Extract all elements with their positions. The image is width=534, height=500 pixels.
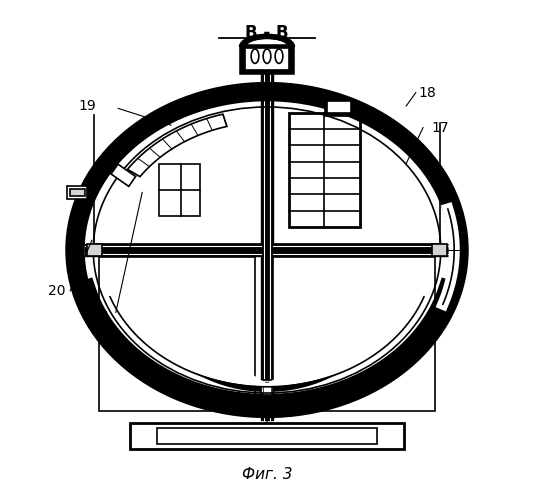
Bar — [99, 257, 255, 411]
Bar — [159, 164, 200, 216]
Bar — [288, 112, 359, 227]
Bar — [273, 257, 435, 411]
Ellipse shape — [75, 92, 459, 408]
Ellipse shape — [251, 49, 259, 64]
Polygon shape — [107, 285, 427, 386]
Bar — [327, 101, 351, 113]
Bar — [261, 380, 273, 399]
Ellipse shape — [275, 49, 283, 64]
Bar — [241, 47, 293, 72]
Polygon shape — [84, 244, 261, 256]
Polygon shape — [273, 244, 450, 256]
Bar — [130, 423, 404, 449]
Bar — [87, 244, 103, 256]
Text: 19: 19 — [78, 99, 96, 113]
Bar — [111, 164, 136, 186]
Text: Фиг. 3: Фиг. 3 — [242, 467, 292, 482]
Text: В - В: В - В — [245, 24, 289, 42]
Bar — [431, 244, 447, 256]
Bar — [70, 188, 84, 196]
Text: 21: 21 — [92, 310, 110, 324]
Polygon shape — [261, 72, 273, 250]
Polygon shape — [261, 250, 273, 420]
Bar — [246, 48, 288, 70]
Text: 18: 18 — [419, 86, 437, 100]
Bar — [263, 382, 271, 394]
Bar — [156, 428, 378, 444]
Polygon shape — [128, 114, 227, 176]
Bar — [67, 186, 88, 199]
Bar — [325, 99, 354, 116]
Text: 17: 17 — [431, 120, 449, 134]
Ellipse shape — [263, 49, 271, 64]
Text: 20: 20 — [48, 284, 66, 298]
